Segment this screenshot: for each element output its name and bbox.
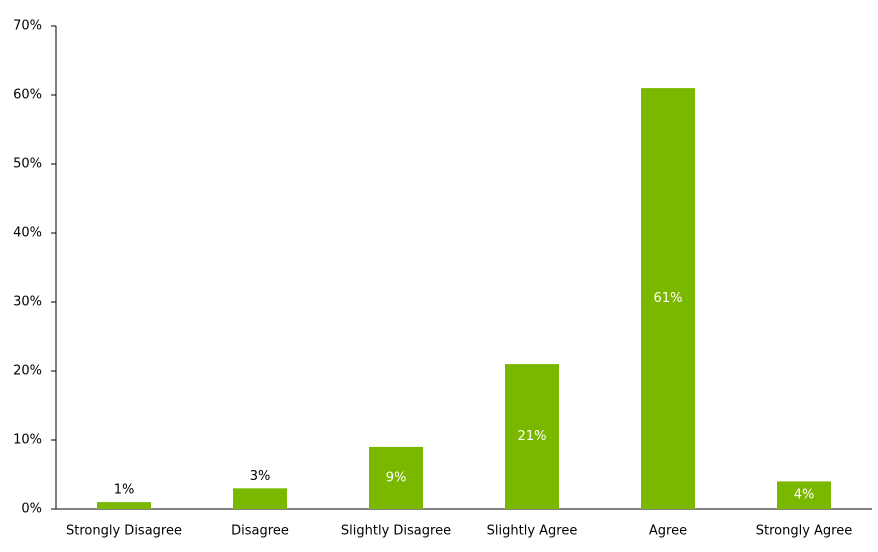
data-label: 4% [794, 488, 815, 503]
x-tick-label: Agree [649, 524, 687, 539]
y-tick-label: 40% [13, 226, 42, 241]
bar [777, 481, 831, 509]
y-tick-label: 70% [13, 19, 42, 34]
y-tick-label: 60% [13, 88, 42, 103]
bar [233, 488, 287, 509]
bar [97, 502, 151, 509]
y-tick-label: 0% [21, 502, 42, 517]
x-tick-label: Slightly Disagree [341, 524, 451, 539]
bar [369, 446, 423, 509]
data-label: 21% [518, 429, 547, 444]
bar [505, 364, 559, 509]
data-label: 9% [386, 470, 407, 485]
x-tick-label: Strongly Agree [756, 524, 853, 539]
y-tick-label: 30% [13, 295, 42, 310]
y-tick-label: 20% [13, 364, 42, 379]
bar [641, 88, 695, 509]
x-tick-label: Slightly Agree [487, 524, 578, 539]
y-tick-label: 10% [13, 433, 42, 448]
data-label: 1% [114, 483, 135, 498]
x-tick-label: Strongly Disagree [66, 524, 182, 539]
data-label: 61% [654, 291, 683, 306]
data-label: 3% [250, 469, 271, 484]
y-tick-label: 50% [13, 157, 42, 172]
x-tick-label: Disagree [231, 524, 289, 539]
